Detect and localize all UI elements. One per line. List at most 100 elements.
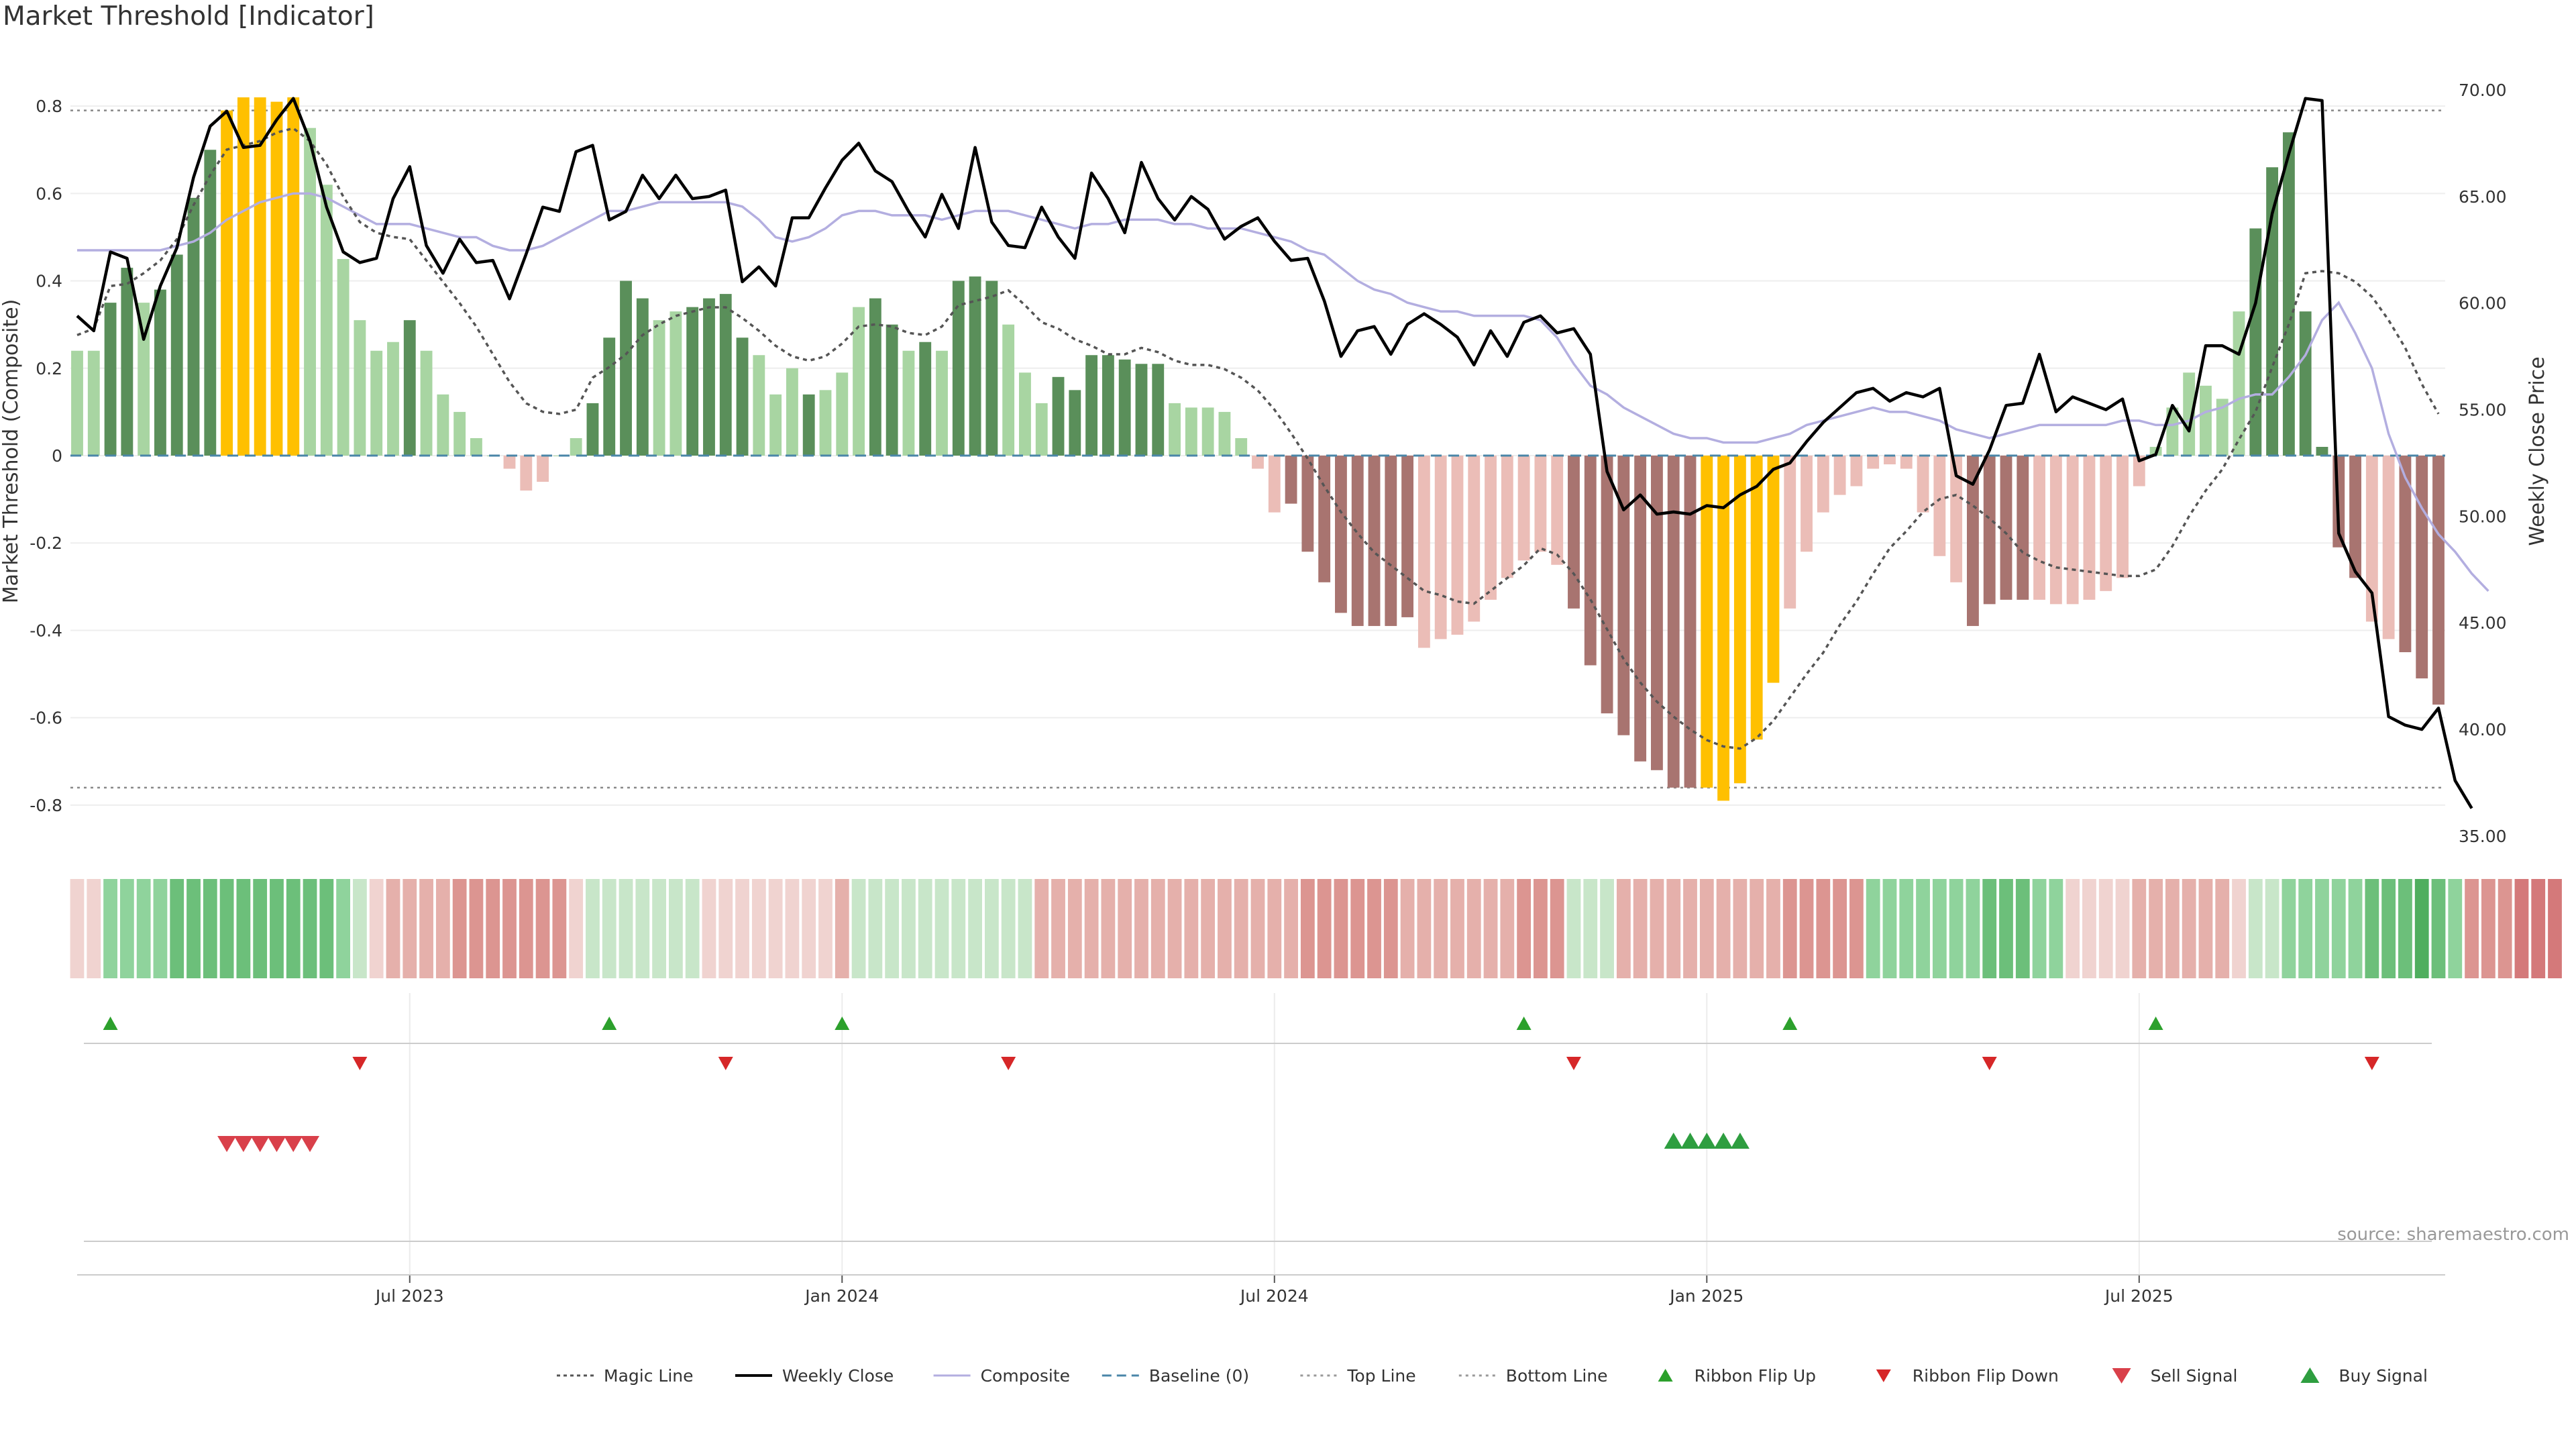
composite-bar <box>1417 456 1430 648</box>
composite-bar <box>1368 456 1381 626</box>
flip-up-marker <box>2148 1017 2163 1030</box>
legend-label: Baseline (0) <box>1149 1366 1249 1386</box>
composite-bar <box>2066 456 2079 605</box>
composite-bar <box>1069 390 1081 456</box>
ribbon-cell <box>469 879 484 978</box>
ribbon-cell <box>2198 879 2213 978</box>
composite-bar <box>919 342 932 456</box>
legend-item-bottom: Bottom Line <box>1458 1366 1608 1386</box>
ribbon-cell <box>1650 879 1664 978</box>
legend-item-composite: Composite <box>933 1366 1070 1386</box>
ribbon-cell <box>1999 879 2013 978</box>
legend-item-top: Top Line <box>1300 1366 1416 1386</box>
composite-bar <box>1534 456 1547 552</box>
buy-signal-marker <box>1714 1133 1733 1149</box>
composite-bar <box>520 456 533 491</box>
ribbon-cell <box>2115 879 2130 978</box>
composite-bar <box>620 280 632 456</box>
ribbon-cell <box>1067 879 1082 978</box>
composite-bar <box>2416 456 2428 679</box>
composite-bar <box>121 268 133 456</box>
composite-bar <box>403 320 416 456</box>
composite-bar <box>1485 456 1497 600</box>
composite-bar <box>1634 456 1647 762</box>
composite-bar <box>1252 456 1264 469</box>
legend-label: Ribbon Flip Up <box>1695 1366 1816 1386</box>
composite-bar <box>885 324 898 456</box>
legend-item-flip_up: Ribbon Flip Up <box>1658 1366 1816 1386</box>
ribbon-cell <box>2082 879 2096 978</box>
ribbon-cell <box>1001 879 1016 978</box>
composite-bar <box>104 303 117 456</box>
composite-bar <box>1102 355 1114 456</box>
composite-bar <box>270 101 283 456</box>
composite-bar <box>187 197 200 456</box>
ribbon-cell <box>702 879 716 978</box>
composite-bar <box>1733 456 1746 784</box>
ribbon-cell <box>2132 879 2147 978</box>
composite-bar <box>1285 456 1297 504</box>
composite-bar <box>1335 456 1347 613</box>
flip-down-marker <box>2364 1057 2379 1070</box>
ribbon-cell <box>319 879 334 978</box>
ribbon-cell <box>1334 879 1348 978</box>
flip-down-marker <box>352 1057 368 1070</box>
buy-signal-marker <box>1730 1133 1750 1149</box>
composite-bar <box>320 185 333 456</box>
ribbon-cell <box>2398 879 2412 978</box>
composite-bar <box>254 97 266 456</box>
ribbon-cell <box>868 879 883 978</box>
right-tick-label: 60.00 <box>2459 294 2507 313</box>
ribbon-cell <box>1450 879 1464 978</box>
composite-bar <box>1850 456 1863 486</box>
left-tick-label: -0.8 <box>30 796 62 815</box>
ribbon-cell <box>735 879 749 978</box>
composite-bar <box>2166 407 2179 456</box>
legend-label: Ribbon Flip Down <box>1913 1366 2059 1386</box>
ribbon-cell <box>1816 879 1831 978</box>
composite-bar <box>1568 456 1580 609</box>
legend-swatch <box>1876 1369 1891 1382</box>
ribbon-cell <box>153 879 168 978</box>
ribbon-cell <box>1417 879 1432 978</box>
ribbon-cell <box>1982 879 1997 978</box>
composite-bar <box>1318 456 1331 582</box>
ribbon-cell <box>1699 879 1714 978</box>
composite-bar <box>1933 456 1946 556</box>
composite-bar <box>2216 399 2229 456</box>
composite-bar <box>753 355 765 456</box>
ribbon-cell <box>1583 879 1598 978</box>
composite-bar <box>2183 372 2196 456</box>
ribbon-cell <box>502 879 517 978</box>
composite-bar <box>2365 456 2378 622</box>
left-tick-label: -0.6 <box>30 709 62 728</box>
x-tick-label: Jul 2023 <box>374 1286 444 1306</box>
ribbon-cell <box>2298 879 2313 978</box>
sell-signal-marker <box>250 1136 270 1152</box>
flip-up-marker <box>103 1017 118 1030</box>
ribbon-cell <box>2248 879 2263 978</box>
ribbon-cell <box>435 879 450 978</box>
sell-signal-marker <box>267 1136 286 1152</box>
flip-down-marker <box>1982 1057 1997 1070</box>
ribbon-cell <box>486 879 500 978</box>
ribbon-cell <box>2348 879 2363 978</box>
buy-signal-marker <box>1664 1133 1683 1149</box>
composite-bar <box>2266 167 2279 456</box>
buy-signal-marker <box>1697 1133 1717 1149</box>
composite-bar <box>2382 456 2395 639</box>
composite-bar <box>1135 364 1148 456</box>
composite-bar <box>138 303 150 456</box>
composite-bar <box>1169 403 1181 456</box>
left-tick-label: 0.6 <box>36 184 62 203</box>
composite-bar <box>1801 456 1813 552</box>
x-tick-label: Jul 2024 <box>1239 1286 1309 1306</box>
ribbon-cell <box>1367 879 1381 978</box>
ribbon-cell <box>835 879 849 978</box>
composite-bar <box>1884 456 1896 465</box>
composite-bar <box>1385 456 1397 626</box>
ribbon-cell <box>186 879 201 978</box>
composite-bar <box>2299 311 2312 456</box>
composite-bar <box>2200 385 2212 456</box>
ribbon-cell <box>1849 879 1864 978</box>
